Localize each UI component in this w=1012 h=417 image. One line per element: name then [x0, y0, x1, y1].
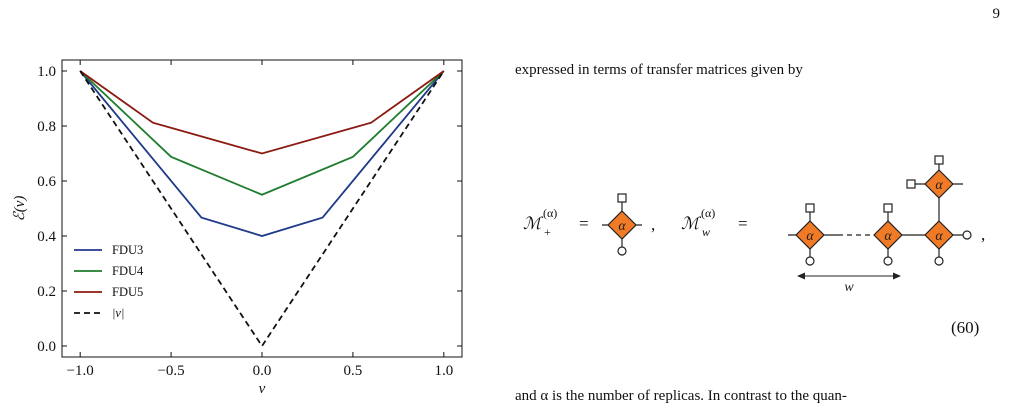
m-w-letter: ℳ	[681, 214, 702, 233]
y-tick-label: 0.6	[37, 174, 56, 190]
x-tick-label: 0.0	[253, 363, 272, 379]
series-group	[79, 70, 445, 348]
series-line-fdu5	[79, 70, 445, 155]
x-tick-label: 1.0	[434, 363, 453, 379]
x-tick-label: 0.5	[344, 363, 363, 379]
x-axis-label: v	[259, 381, 266, 397]
energy-line-chart: −1.0 −0.5 0.0 0.5 1.0 0.0 0.2 0.4 0.6 0.8 1.0 FDU3…	[12, 59, 463, 397]
y-tick-label: 0.0	[37, 339, 56, 355]
m-plus-superscript: (α)	[543, 206, 557, 220]
m-w-superscript: (α)	[701, 206, 715, 220]
m-w-diagram: α α α α w	[788, 155, 972, 295]
m-plus-diagram: α	[602, 193, 642, 256]
legend-label: FDU4	[112, 264, 144, 278]
transfer-matrix-equation: ℳ (α) + = α , ℳ (α) w = α α	[523, 155, 985, 337]
equals-sign-1: =	[579, 214, 589, 233]
end-comma: ,	[981, 225, 985, 244]
open-square-leg	[617, 193, 627, 203]
y-tick-label: 0.8	[37, 119, 56, 135]
open-circle-right	[962, 230, 972, 240]
open-circle-leg	[617, 246, 627, 256]
y-tick-label: 1.0	[37, 64, 56, 80]
series-line-fdu3	[79, 70, 445, 237]
m-plus-letter: ℳ	[523, 214, 544, 233]
m-plus-symbol: ℳ (α) +	[523, 206, 557, 239]
m-plus-subscript: +	[544, 225, 551, 239]
separator-comma: ,	[651, 215, 655, 234]
page-number: 9	[992, 6, 1001, 22]
m-w-subscript: w	[702, 225, 710, 239]
legend: FDU3 FDU4 FDU5 |v|	[74, 243, 144, 320]
body-text-continuation: and α is the number of replicas. In cont…	[515, 388, 847, 404]
axis-ticks: −1.0 −0.5 0.0 0.5 1.0 0.0 0.2 0.4 0.6 0.8 1.0	[37, 60, 462, 379]
legend-label: FDU3	[112, 243, 143, 257]
equation-number: (60)	[951, 318, 979, 337]
y-tick-label: 0.4	[37, 229, 56, 245]
series-line-fdu4	[79, 70, 445, 196]
intro-text: expressed in terms of transfer matrices …	[515, 62, 803, 78]
legend-label: |v|	[112, 306, 124, 320]
y-tick-label: 0.2	[37, 284, 56, 300]
x-tick-label: −1.0	[67, 363, 94, 379]
x-tick-label: −0.5	[157, 363, 184, 379]
width-label: w	[844, 280, 854, 295]
legend-label: FDU5	[112, 285, 143, 299]
alpha-node-label: α	[806, 229, 814, 244]
alpha-node-label: α	[618, 219, 626, 234]
equals-sign-2: =	[738, 214, 748, 233]
alpha-node-label: α	[884, 229, 892, 244]
m-w-symbol: ℳ (α) w	[681, 206, 715, 239]
alpha-node-label: α	[935, 178, 943, 193]
alpha-node-label: α	[935, 229, 943, 244]
series-line-v	[79, 70, 445, 348]
y-axis-label: ℰ(v)	[12, 196, 28, 222]
